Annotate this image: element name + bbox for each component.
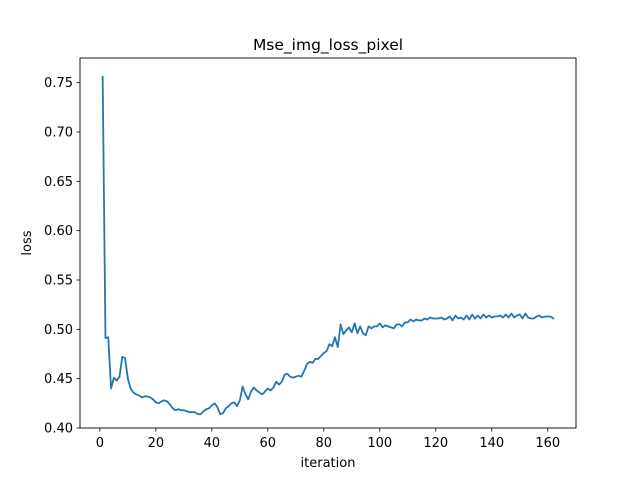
- x-tick-label: 140: [479, 436, 504, 451]
- x-axis-label: iteration: [301, 456, 356, 471]
- loss-series-line: [101, 75, 555, 416]
- chart-title: Mse_img_loss_pixel: [253, 36, 403, 55]
- y-tick-label: 0.45: [44, 372, 73, 387]
- y-tick-label: 0.75: [44, 76, 73, 91]
- x-tick-label: 0: [96, 436, 104, 451]
- y-tick-label: 0.40: [44, 422, 73, 437]
- x-tick-label: 40: [204, 436, 221, 451]
- y-tick-label: 0.60: [44, 224, 73, 239]
- x-tick-label: 120: [423, 436, 448, 451]
- y-tick-label: 0.50: [44, 323, 73, 338]
- plot-frame: [79, 57, 577, 429]
- x-tick-label: 20: [148, 436, 165, 451]
- x-axis-ticks: 0 20 40 60 80 100 120 140 160: [96, 428, 560, 451]
- x-tick-label: 80: [316, 436, 333, 451]
- x-tick-label: 160: [535, 436, 560, 451]
- y-tick-label: 0.55: [44, 274, 73, 289]
- y-axis-ticks: 0.40 0.45 0.50 0.55 0.60 0.65 0.70 0.75: [44, 76, 80, 437]
- y-axis-label: loss: [20, 230, 35, 255]
- y-tick-label: 0.65: [44, 175, 73, 190]
- x-tick-label: 60: [260, 436, 277, 451]
- x-tick-label: 100: [367, 436, 392, 451]
- y-tick-label: 0.70: [44, 126, 73, 141]
